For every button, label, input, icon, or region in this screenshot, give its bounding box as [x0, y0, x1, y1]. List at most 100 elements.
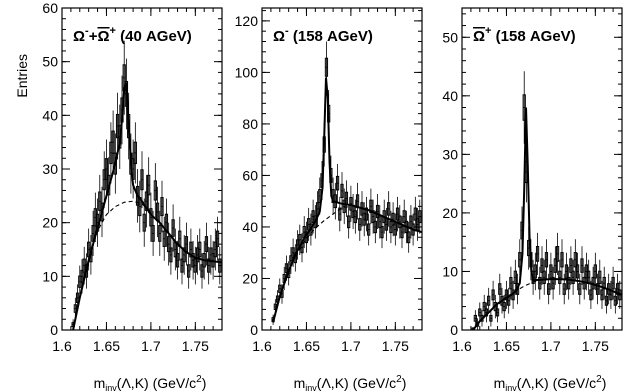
histogram-bin — [498, 273, 502, 305]
bin-box — [158, 225, 162, 242]
histogram-bin — [615, 273, 620, 305]
histogram-bin — [213, 228, 217, 271]
histogram-bin — [504, 280, 509, 309]
bin-box — [553, 258, 557, 273]
bin-box — [175, 252, 180, 268]
histogram-bin — [389, 210, 393, 244]
bin-box — [180, 258, 184, 273]
x-tick-label: 1.65 — [493, 338, 520, 354]
histogram-bin — [364, 196, 369, 232]
bin-box — [398, 215, 402, 229]
histogram-bin — [487, 287, 491, 314]
histogram-bin — [542, 259, 546, 295]
histogram-bin — [151, 210, 155, 256]
bin-box — [542, 270, 546, 284]
bin-box — [182, 247, 186, 263]
fit-curve — [472, 107, 622, 330]
histogram-bin — [133, 122, 137, 184]
bin-box — [204, 236, 209, 253]
histogram-bin — [538, 266, 542, 300]
bin-box — [149, 208, 153, 227]
histogram-bin — [158, 210, 162, 256]
x-axis-label: minv(Λ,K) (GeV/c2) — [494, 374, 607, 391]
bin-box — [104, 158, 109, 180]
histogram-bin — [569, 246, 573, 285]
histogram-bin — [551, 266, 555, 300]
x-tick-label: 1.65 — [293, 338, 320, 354]
y-tick-label: 20 — [242, 270, 258, 286]
bin-box — [487, 295, 491, 306]
bin-box — [347, 215, 351, 229]
x-tick-label: 1.75 — [182, 338, 209, 354]
bin-box — [471, 327, 475, 330]
bin-box — [324, 57, 329, 77]
y-tick-label: 50 — [42, 54, 58, 70]
histogram-bin — [567, 266, 571, 300]
y-tick-label: 40 — [42, 107, 58, 123]
histogram-bin — [373, 210, 377, 244]
histogram-bin — [495, 302, 500, 323]
histogram-bin — [595, 273, 600, 305]
histogram-bin — [540, 246, 544, 285]
x-tick-label: 1.6 — [252, 338, 272, 354]
bin-box — [144, 191, 149, 211]
bin-box — [482, 301, 486, 312]
plot-frame — [261, 7, 423, 331]
bin-box — [509, 276, 513, 290]
y-tick-label: 80 — [242, 116, 258, 132]
x-tick-label: 1.7 — [541, 338, 561, 354]
histogram-bin — [473, 310, 477, 327]
histogram-bin — [349, 185, 353, 222]
bin-box — [569, 258, 573, 273]
bin-box — [151, 225, 155, 242]
histogram-bin — [489, 310, 493, 327]
histogram-bin — [571, 259, 575, 295]
histogram-bin — [367, 213, 371, 246]
bin-box — [395, 207, 400, 221]
fit-curve — [272, 77, 422, 323]
bin-box — [478, 308, 482, 317]
y-tick-label: 0 — [50, 322, 58, 338]
x-tick-label: 1.7 — [141, 338, 161, 354]
bin-box — [513, 270, 517, 284]
bin-box — [133, 141, 137, 165]
x-tick-label: 1.75 — [382, 338, 409, 354]
bin-box — [200, 264, 204, 278]
histogram-bin — [393, 213, 397, 246]
panel-title: Ω+ (158 AGeV) — [473, 25, 576, 45]
bin-box — [600, 289, 604, 301]
histogram-bin — [182, 235, 186, 275]
bin-box — [589, 289, 593, 301]
bin-box — [80, 269, 84, 283]
plot-area — [71, 40, 222, 330]
histogram-bin — [491, 280, 495, 309]
bin-box — [142, 213, 146, 232]
histogram-bin — [391, 202, 395, 237]
histogram-bin — [555, 232, 560, 275]
bin-box — [218, 258, 222, 273]
bin-box — [367, 223, 371, 236]
bin-box — [340, 183, 344, 198]
bin-box — [391, 212, 395, 226]
histogram-bin — [358, 207, 362, 241]
histogram-bin — [215, 216, 220, 261]
histogram-bin — [604, 287, 609, 314]
y-tick-label: 10 — [442, 263, 458, 279]
bin-box — [171, 219, 175, 237]
bin-box — [375, 204, 380, 219]
histogram-bin — [598, 259, 602, 295]
histogram-bin — [544, 239, 549, 281]
bin-box — [402, 210, 406, 224]
x-tick-label: 1.7 — [341, 338, 361, 354]
bin-box — [615, 283, 620, 295]
histogram-bin — [482, 294, 486, 319]
y-tick-label: 100 — [235, 64, 259, 80]
bin-box — [349, 196, 353, 211]
bin-box — [198, 241, 202, 258]
histogram-bin — [204, 222, 209, 266]
histogram-bin — [418, 199, 422, 234]
bin-box — [338, 207, 342, 221]
histogram-bin — [580, 246, 584, 285]
histogram-bin — [153, 163, 157, 218]
